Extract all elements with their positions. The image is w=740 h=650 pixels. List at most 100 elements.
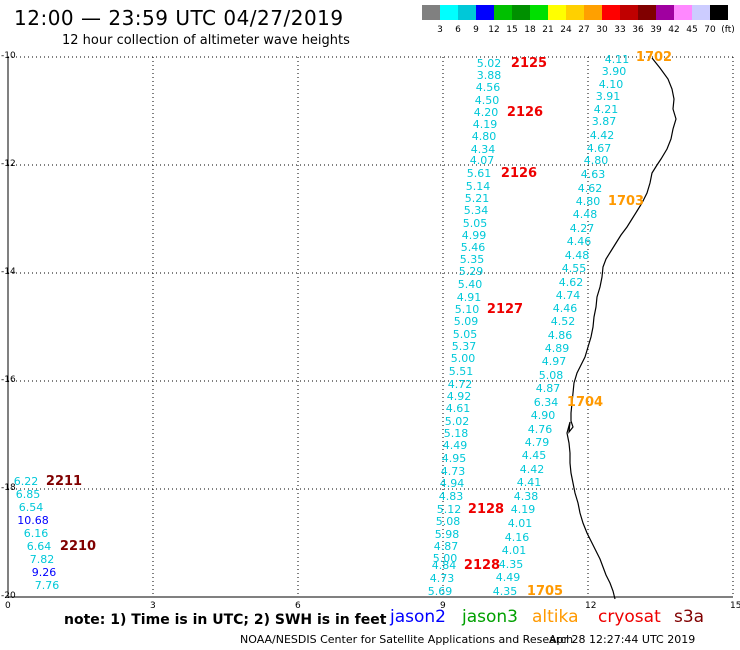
wave-height-value: 4.49 <box>495 571 521 584</box>
y-axis-tick-label: -16 <box>1 375 16 385</box>
wave-height-value: 5.34 <box>463 204 489 217</box>
wave-height-value: 7.76 <box>34 579 60 592</box>
scale-label: 33 <box>614 25 626 35</box>
pass-time-label: 2126 <box>506 105 544 120</box>
scale-label: 30 <box>596 25 608 35</box>
wave-height-value: 4.94 <box>439 477 465 490</box>
wave-height-value: 5.08 <box>435 515 461 528</box>
wave-height-value: 4.41 <box>516 476 542 489</box>
wave-height-value: 5.14 <box>465 180 491 193</box>
wave-height-value: 4.87 <box>535 382 561 395</box>
pass-time-label: 2211 <box>45 474 83 489</box>
wave-height-value: 4.63 <box>580 168 606 181</box>
wave-height-value: 5.05 <box>452 328 478 341</box>
wave-height-value: 5.69 <box>427 585 453 598</box>
wave-height-value: 4.90 <box>530 409 556 422</box>
wave-height-value: 5.08 <box>538 369 564 382</box>
wave-height-value: 5.61 <box>466 167 492 180</box>
wave-height-value: 4.55 <box>561 262 587 275</box>
wave-height-value: 4.62 <box>577 182 603 195</box>
wave-height-value: 4.48 <box>572 208 598 221</box>
wave-height-value: 4.74 <box>555 289 581 302</box>
wave-height-value: 5.29 <box>458 265 484 278</box>
wave-height-value: 4.89 <box>544 342 570 355</box>
wave-height-value: 4.10 <box>598 78 624 91</box>
wave-height-value: 5.46 <box>460 241 486 254</box>
wave-height-value: 4.84 <box>431 559 457 572</box>
y-axis-tick-label: -12 <box>1 159 16 169</box>
scale-label: 12 <box>488 25 500 35</box>
y-axis-tick-label: -18 <box>1 483 16 493</box>
wave-height-value: 4.73 <box>440 465 466 478</box>
wave-height-value: 4.80 <box>471 130 497 143</box>
scale-label: 9 <box>473 25 479 35</box>
wave-height-value: 5.02 <box>444 415 470 428</box>
wave-height-value: 5.00 <box>450 352 476 365</box>
scale-label: 45 <box>686 25 698 35</box>
x-axis-tick-label: 9 <box>440 601 446 611</box>
wave-height-value: 5.10 <box>454 303 480 316</box>
scale-label: 15 <box>506 25 518 35</box>
scale-label: 6 <box>455 25 461 35</box>
wave-height-value: 4.46 <box>566 235 592 248</box>
wave-height-value: 4.35 <box>492 585 518 598</box>
wave-height-value: 5.98 <box>434 528 460 541</box>
x-axis-tick-label: 6 <box>295 601 301 611</box>
wave-height-value: 4.99 <box>461 229 487 242</box>
wave-height-value: 4.20 <box>473 106 499 119</box>
wave-height-value: 6.16 <box>23 527 49 540</box>
wave-height-value: 4.42 <box>589 129 615 142</box>
wave-height-value: 4.79 <box>524 436 550 449</box>
wave-height-value: 3.91 <box>595 90 621 103</box>
wave-height-value: 4.19 <box>472 118 498 131</box>
pass-time-label: 1702 <box>635 50 673 65</box>
wave-height-value: 4.01 <box>501 544 527 557</box>
scale-label: 70 <box>704 25 716 35</box>
wave-height-value: 5.05 <box>462 217 488 230</box>
wave-height-value: 6.64 <box>26 540 52 553</box>
legend-s3a: s3a <box>674 607 705 627</box>
scale-label: 18 <box>524 25 536 35</box>
wave-height-value: 4.61 <box>445 402 471 415</box>
x-axis-tick-label: 15 <box>730 601 740 611</box>
wave-height-value: 4.83 <box>438 490 464 503</box>
wave-height-value: 6.85 <box>15 488 41 501</box>
wave-height-value: 5.35 <box>459 253 485 266</box>
pass-time-label: 2210 <box>59 539 97 554</box>
wave-height-value: 10.68 <box>17 514 49 527</box>
scale-label: 36 <box>632 25 644 35</box>
wave-height-value: 4.52 <box>550 315 576 328</box>
wave-height-value: 4.38 <box>513 490 539 503</box>
y-axis-tick-label: -20 <box>1 591 16 601</box>
wave-height-value: 5.02 <box>476 57 502 70</box>
y-axis-tick-label: -10 <box>1 51 16 61</box>
wave-height-value: 4.73 <box>429 572 455 585</box>
wave-height-value: 3.88 <box>476 69 502 82</box>
wave-height-value: 4.49 <box>442 439 468 452</box>
x-axis-tick-label: 12 <box>585 601 597 611</box>
wave-height-value: 6.22 <box>13 475 39 488</box>
legend-cryosat: cryosat <box>598 607 661 627</box>
wave-height-value: 3.90 <box>601 65 627 78</box>
pass-time-label: 2125 <box>510 56 548 71</box>
wave-height-value: 4.97 <box>541 355 567 368</box>
wave-height-value: 4.87 <box>433 540 459 553</box>
pass-time-label: 1703 <box>607 194 645 209</box>
pass-time-label: 1705 <box>526 584 564 599</box>
wave-height-value: 5.40 <box>457 278 483 291</box>
wave-height-value: 5.51 <box>448 365 474 378</box>
coastline <box>566 57 677 600</box>
scale-label: 21 <box>542 25 554 35</box>
wave-height-value: 4.62 <box>558 276 584 289</box>
y-axis-tick-label: -14 <box>1 267 16 277</box>
wave-height-value: 4.27 <box>569 222 595 235</box>
wave-height-value: 4.42 <box>519 463 545 476</box>
wave-height-value: 3.87 <box>591 115 617 128</box>
x-axis-tick-label: 0 <box>5 601 11 611</box>
scale-label: 42 <box>668 25 680 35</box>
pass-time-label: 2128 <box>467 502 505 517</box>
scale-label: 3 <box>437 25 443 35</box>
legend-jason2: jason2 <box>390 607 446 627</box>
wave-height-value: 4.80 <box>583 154 609 167</box>
